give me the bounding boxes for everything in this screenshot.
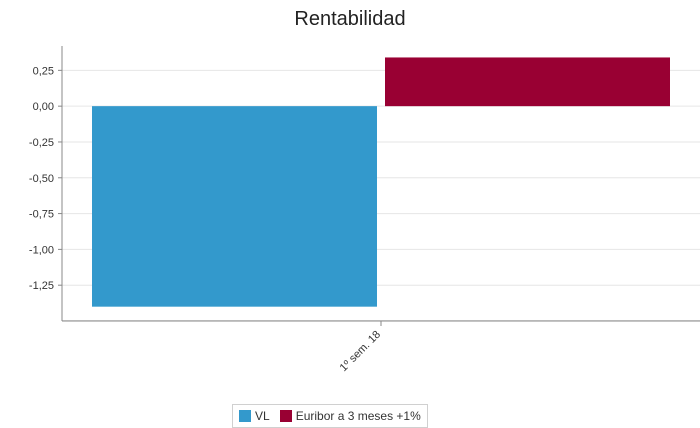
legend-item-vl[interactable]: VL (239, 409, 270, 423)
chart-title: Rentabilidad (294, 8, 406, 30)
bar-vl (92, 106, 377, 307)
y-tick-label: 0,25 (33, 65, 54, 77)
legend-swatch-vl (239, 410, 251, 422)
y-tick-label: -0,50 (29, 173, 54, 185)
x-tick-label: 1º sem. 18 (338, 329, 383, 374)
y-tick-label: -0,75 (29, 209, 54, 221)
y-tick-label: 0,00 (33, 101, 54, 113)
bar-euribor-a-3-meses-1 (385, 57, 670, 107)
y-tick-label: -1,25 (29, 280, 54, 292)
x-axis-ticks: 1º sem. 18 (338, 321, 383, 374)
legend-label-vl: VL (255, 409, 270, 423)
legend: VL Euribor a 3 meses +1% (232, 404, 428, 428)
y-tick-label: -0,25 (29, 137, 54, 149)
legend-label-euribor: Euribor a 3 meses +1% (295, 409, 421, 423)
legend-item-euribor[interactable]: Euribor a 3 meses +1% (279, 409, 421, 423)
legend-swatch-euribor (279, 410, 292, 422)
y-axis-ticks: 0,25 0,00 -0,25 -0,50 -0,75 -1,00 -1,25 (29, 65, 62, 292)
bars (92, 57, 670, 307)
y-tick-label: -1,00 (29, 244, 54, 256)
